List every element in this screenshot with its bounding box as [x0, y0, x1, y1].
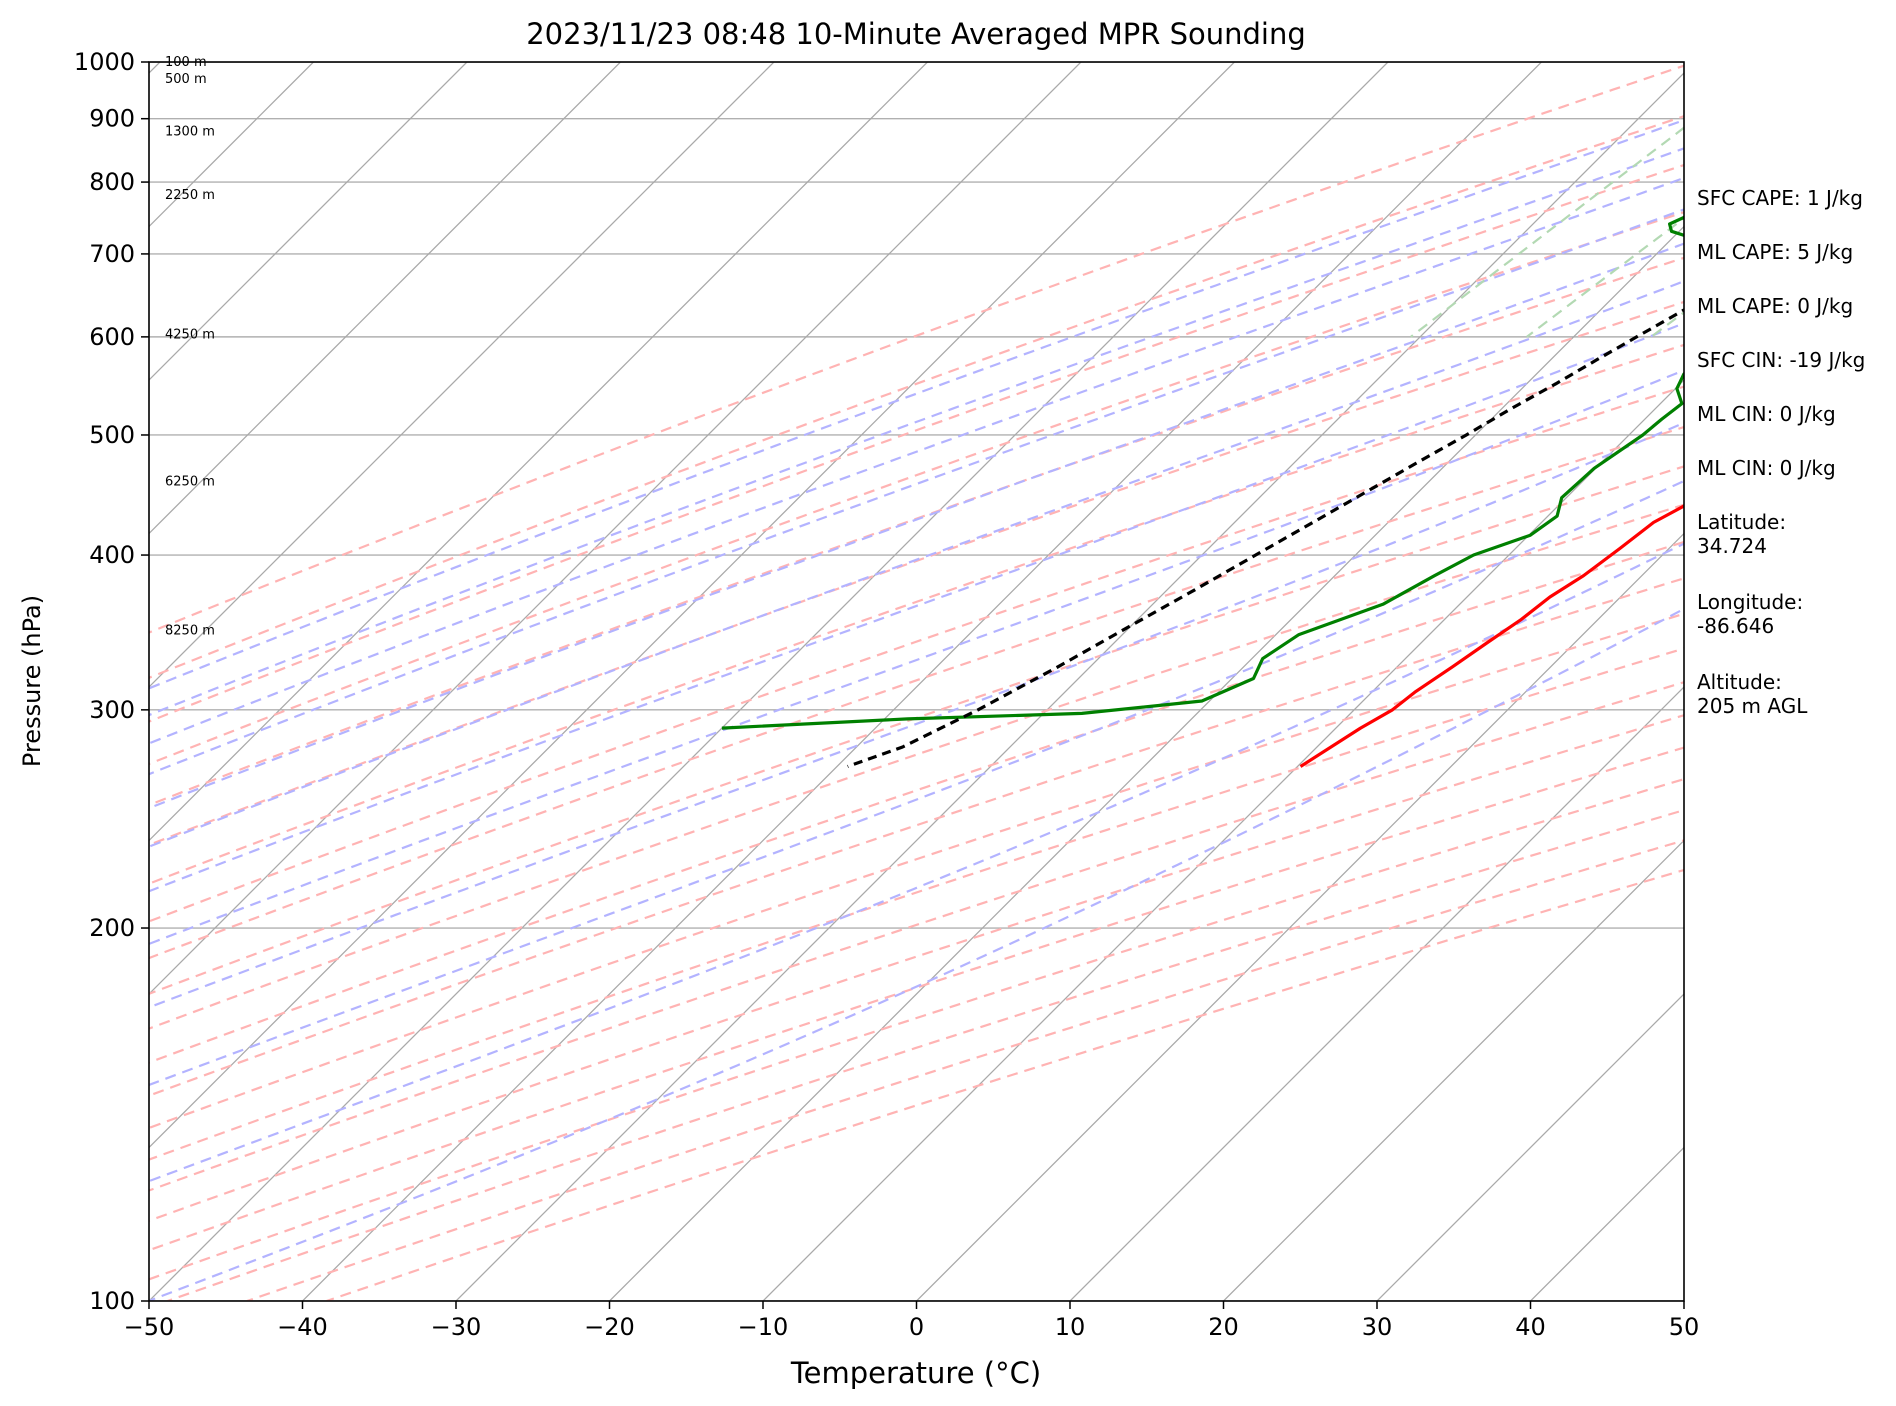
y-tick-label: 600: [89, 323, 135, 351]
y-tick-label: 1000: [74, 48, 135, 76]
sfc-cin-text: SFC CIN: -19 J/kg: [1697, 348, 1866, 372]
dry-adiabat: [149, 577, 1684, 1097]
dry-adiabat: [149, 425, 1684, 960]
x-tick-label: −10: [738, 1313, 789, 1341]
isotherm-line: [1376, 993, 1684, 1301]
isotherm-line: [762, 379, 1684, 1301]
altitude-text: Altitude: 205 m AGL: [1697, 670, 1808, 718]
y-tick-label: 300: [89, 696, 135, 724]
moist-adiabat: [149, 421, 1684, 1009]
dry-adiabat: [149, 211, 1684, 766]
x-tick-label: −50: [124, 1313, 175, 1341]
moist-adiabat: [149, 208, 1684, 776]
moist-adiabat: [149, 479, 1684, 1087]
dry-adiabat: [149, 465, 1684, 995]
plot-background: [149, 62, 1684, 1301]
isotherm-line: [149, 62, 1236, 1149]
ml-cin-text-2: ML CIN: 0 J/kg: [1697, 456, 1836, 480]
y-tick-label: 200: [89, 914, 135, 942]
axes: −50 −40 −30 −20 −10 0 10 20 30 40 50 100 200 300 400 50…: [74, 48, 1699, 1341]
moist-adiabat: [149, 147, 1684, 717]
ml-cape-text: ML CAPE: 5 J/kg: [1697, 240, 1854, 264]
x-tick-label: 10: [1055, 1313, 1086, 1341]
chart-title: 2023/11/23 08:48 10-Minute Averaged MPR …: [526, 17, 1306, 51]
moist-adiabat: [149, 607, 1684, 1301]
sounding-traces: [721, 215, 1684, 769]
dry-adiabat: [149, 714, 1684, 1222]
dry-adiabat: [149, 256, 1684, 807]
ml-cape-text-2: ML CAPE: 0 J/kg: [1697, 294, 1854, 318]
y-tick-label: 500: [89, 421, 135, 449]
moist-adiabat-lines: [149, 119, 1684, 1301]
moist-adiabat: [149, 542, 1684, 1183]
isotherm-line: [149, 62, 1082, 995]
y-axis-label: Pressure (hPa): [18, 595, 46, 767]
dry-adiabat: [149, 777, 1684, 1281]
x-tick-label: −40: [277, 1313, 328, 1341]
isotherm-line: [149, 62, 1389, 1301]
pressure-gridlines: [149, 62, 1684, 1301]
sfc-cape-text: SFC CAPE: 1 J/kg: [1697, 186, 1863, 210]
dry-adiabat: [149, 343, 1684, 885]
y-tick-label: 400: [89, 541, 135, 569]
height-label: 1300 m: [165, 125, 215, 140]
isotherm-line: [149, 62, 622, 535]
dry-adiabat: [149, 503, 1684, 1030]
isotherm-line: [301, 62, 1543, 1301]
dry-adiabat: [149, 115, 1684, 679]
isotherm-line: [608, 225, 1684, 1301]
dry-adiabat: [149, 647, 1684, 1161]
isotherm-line: [915, 532, 1684, 1301]
dewpoint-profile: [721, 215, 1684, 730]
y-tick-label: 900: [89, 105, 135, 133]
x-tick-label: 30: [1362, 1313, 1393, 1341]
dry-adiabat: [149, 64, 1684, 634]
height-label: 6250 m: [165, 475, 215, 490]
mixing-ratio-line: [1526, 216, 1684, 338]
x-tick-label: 0: [909, 1313, 924, 1341]
latitude-text: Latitude: 34.724: [1697, 510, 1787, 558]
temperature-profile: [1299, 504, 1684, 768]
y-tick-label: 700: [89, 240, 135, 268]
moist-adiabat: [149, 322, 1684, 893]
moist-adiabat: [149, 280, 1684, 848]
dry-adiabat-lines: [149, 64, 1684, 1301]
dry-adiabat: [149, 612, 1684, 1130]
mixing-ratio-lines: [1410, 126, 1684, 338]
y-tick-label: 100: [89, 1287, 135, 1315]
height-label: 2250 m: [165, 188, 215, 203]
mixing-ratio-line: [1410, 126, 1684, 338]
sounding-summary-panel: SFC CAPE: 1 J/kg ML CAPE: 5 J/kg ML CAPE…: [1697, 186, 1896, 718]
x-tick-label: 40: [1515, 1313, 1546, 1341]
y-tick-label: 800: [89, 168, 135, 196]
height-label: 500 m: [165, 72, 207, 87]
parcel-profile: [847, 308, 1684, 769]
isotherm-line: [455, 72, 1684, 1301]
x-tick-label: 50: [1669, 1313, 1700, 1341]
height-label: 8250 m: [165, 624, 215, 639]
moist-adiabat: [149, 369, 1684, 946]
isotherm-line: [1069, 686, 1684, 1301]
isotherm-line: [149, 62, 775, 688]
isotherm-line: [149, 62, 468, 381]
x-tick-label: −20: [584, 1313, 635, 1341]
height-label: 4250 m: [165, 328, 215, 343]
x-axis-label: Temperature (°C): [790, 1356, 1041, 1390]
ml-cin-text: ML CIN: 0 J/kg: [1697, 402, 1836, 426]
dry-adiabat: [149, 300, 1684, 847]
isotherm-line: [1222, 839, 1684, 1301]
longitude-text: Longitude: -86.646: [1697, 590, 1804, 638]
moist-adiabat: [149, 119, 1684, 690]
x-tick-label: 20: [1208, 1313, 1239, 1341]
dry-adiabat: [149, 746, 1684, 1252]
x-tick-label: −30: [431, 1313, 482, 1341]
